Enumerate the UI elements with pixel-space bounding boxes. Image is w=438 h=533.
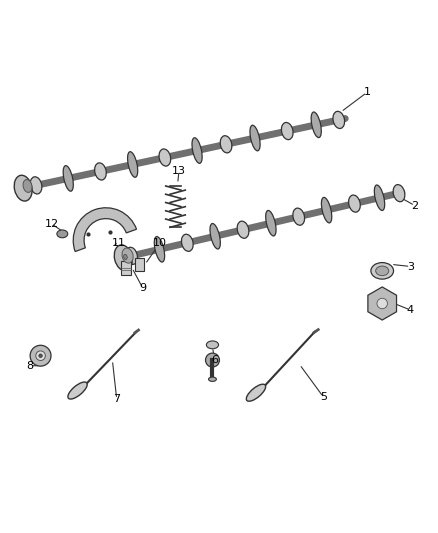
Ellipse shape <box>192 138 202 163</box>
Ellipse shape <box>205 353 219 367</box>
Text: 10: 10 <box>153 238 167 247</box>
Ellipse shape <box>250 125 260 151</box>
Ellipse shape <box>126 247 138 264</box>
Wedge shape <box>73 208 137 252</box>
Ellipse shape <box>63 166 73 191</box>
Ellipse shape <box>349 195 360 212</box>
Text: 8: 8 <box>26 361 33 371</box>
Ellipse shape <box>374 185 385 211</box>
Ellipse shape <box>210 223 220 249</box>
Ellipse shape <box>333 111 345 128</box>
Ellipse shape <box>266 211 276 236</box>
Ellipse shape <box>393 184 405 201</box>
Ellipse shape <box>57 230 68 238</box>
Ellipse shape <box>122 248 133 263</box>
Ellipse shape <box>114 245 132 271</box>
Text: 11: 11 <box>112 238 126 247</box>
Text: 2: 2 <box>411 200 418 211</box>
Ellipse shape <box>293 208 304 225</box>
Ellipse shape <box>208 377 216 382</box>
Polygon shape <box>368 287 396 320</box>
Text: 6: 6 <box>211 355 218 365</box>
Ellipse shape <box>14 175 32 201</box>
Ellipse shape <box>159 149 171 166</box>
Ellipse shape <box>124 254 127 260</box>
Ellipse shape <box>30 177 42 194</box>
Text: 7: 7 <box>113 394 120 404</box>
Ellipse shape <box>127 152 138 177</box>
Ellipse shape <box>371 263 393 279</box>
Ellipse shape <box>220 136 232 153</box>
Ellipse shape <box>181 234 193 252</box>
Text: 4: 4 <box>407 305 414 315</box>
Ellipse shape <box>237 221 249 238</box>
Ellipse shape <box>321 197 332 223</box>
Text: 1: 1 <box>364 87 371 98</box>
Ellipse shape <box>376 266 389 276</box>
Ellipse shape <box>206 341 219 349</box>
Ellipse shape <box>30 345 51 366</box>
FancyBboxPatch shape <box>135 258 144 271</box>
Ellipse shape <box>23 180 32 192</box>
Ellipse shape <box>154 237 165 262</box>
Ellipse shape <box>311 112 321 138</box>
Text: 12: 12 <box>44 219 59 229</box>
FancyBboxPatch shape <box>121 261 131 275</box>
Ellipse shape <box>246 384 266 401</box>
Text: 3: 3 <box>407 262 414 271</box>
Ellipse shape <box>281 123 293 140</box>
Ellipse shape <box>36 351 46 360</box>
Text: 13: 13 <box>172 166 186 176</box>
Text: 5: 5 <box>320 392 327 402</box>
Ellipse shape <box>95 163 106 180</box>
Ellipse shape <box>39 354 42 358</box>
Text: 9: 9 <box>139 283 146 293</box>
Ellipse shape <box>68 382 87 399</box>
Ellipse shape <box>377 298 388 309</box>
